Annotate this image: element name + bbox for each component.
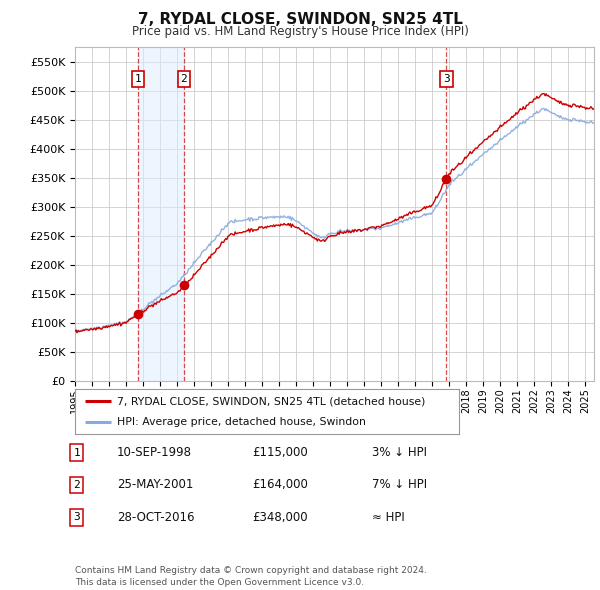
Text: 2: 2 xyxy=(181,74,187,84)
Text: Contains HM Land Registry data © Crown copyright and database right 2024.
This d: Contains HM Land Registry data © Crown c… xyxy=(75,566,427,587)
Text: 3: 3 xyxy=(443,74,450,84)
Text: 28-OCT-2016: 28-OCT-2016 xyxy=(117,511,194,524)
Text: £115,000: £115,000 xyxy=(252,446,308,459)
Text: 1: 1 xyxy=(73,448,80,457)
Text: Price paid vs. HM Land Registry's House Price Index (HPI): Price paid vs. HM Land Registry's House … xyxy=(131,25,469,38)
Text: 3: 3 xyxy=(73,513,80,522)
Text: 7, RYDAL CLOSE, SWINDON, SN25 4TL (detached house): 7, RYDAL CLOSE, SWINDON, SN25 4TL (detac… xyxy=(117,396,425,407)
Text: £164,000: £164,000 xyxy=(252,478,308,491)
Text: £348,000: £348,000 xyxy=(252,511,308,524)
Bar xyxy=(138,47,184,381)
Text: 7% ↓ HPI: 7% ↓ HPI xyxy=(372,478,427,491)
Text: 3% ↓ HPI: 3% ↓ HPI xyxy=(372,446,427,459)
Text: 2: 2 xyxy=(73,480,80,490)
Text: ≈ HPI: ≈ HPI xyxy=(372,511,405,524)
Text: HPI: Average price, detached house, Swindon: HPI: Average price, detached house, Swin… xyxy=(117,417,366,427)
Text: 10-SEP-1998: 10-SEP-1998 xyxy=(117,446,192,459)
Text: 1: 1 xyxy=(134,74,141,84)
Text: 25-MAY-2001: 25-MAY-2001 xyxy=(117,478,193,491)
Text: 7, RYDAL CLOSE, SWINDON, SN25 4TL: 7, RYDAL CLOSE, SWINDON, SN25 4TL xyxy=(137,12,463,27)
